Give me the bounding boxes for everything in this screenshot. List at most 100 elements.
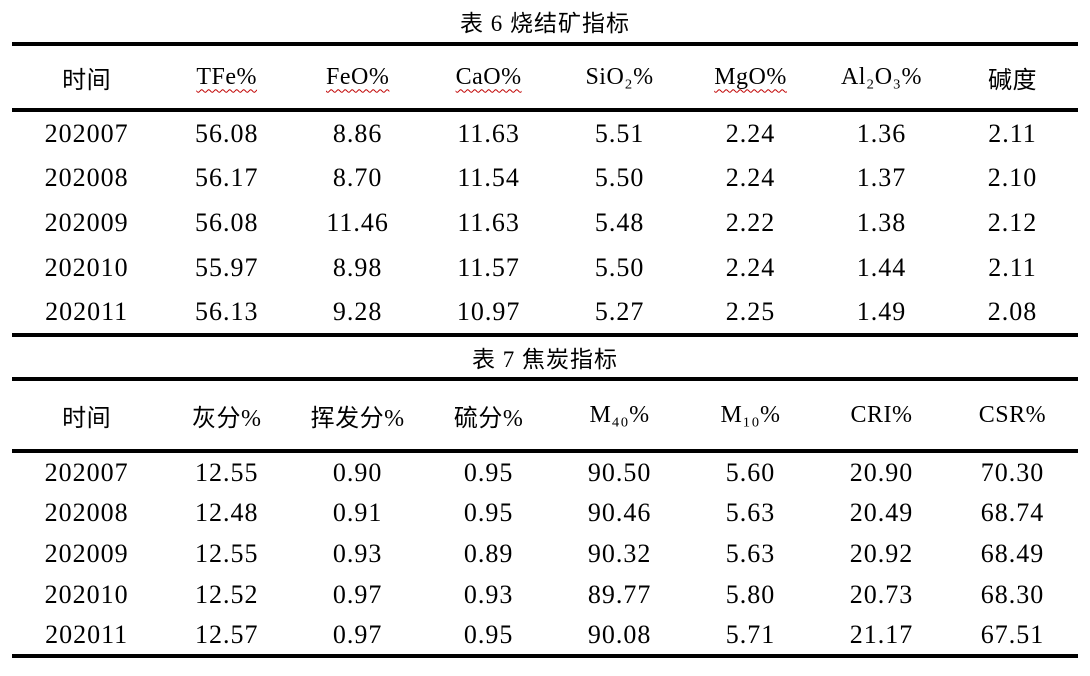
table6-body: 202007 56.08 8.86 11.63 5.51 2.24 1.36 2.11 2020… [12, 110, 1078, 335]
table-cell: 12.52 [194, 579, 259, 609]
table-cell: 11.54 [457, 162, 520, 192]
column-header: SiO₂% [554, 44, 685, 110]
table-row: 202008 56.17 8.70 11.54 5.50 2.24 1.37 2.10 [12, 155, 1078, 200]
table-cell: 1.44 [856, 252, 907, 282]
column-header: 时间 [12, 379, 161, 451]
table-cell: 20.73 [849, 579, 914, 609]
table-cell: 56.17 [194, 162, 259, 192]
column-header-label: FeO% [326, 63, 390, 90]
table-row: 202010 12.52 0.97 0.93 89.77 5.80 20.73 68.30 [12, 574, 1078, 615]
table-cell: 20.92 [849, 538, 914, 568]
table-cell: 5.63 [725, 538, 776, 568]
column-header-label: 灰分% [191, 405, 262, 432]
table-cell: 5.48 [594, 207, 645, 237]
table-cell: 1.49 [856, 296, 907, 326]
column-header: M₁₀% [685, 379, 816, 451]
table-cell: 5.50 [594, 162, 645, 192]
column-header-label: M₄₀% [589, 401, 650, 428]
table-cell: 0.97 [332, 579, 383, 609]
table-cell: 2.10 [987, 162, 1038, 192]
table-cell: 1.37 [856, 162, 907, 192]
table-coke-indicators: 时间 灰分% 挥发分% 硫分% M₄₀% M₁₀% CRI% CSR% 202007 12.55… [12, 377, 1078, 658]
table-cell: 8.98 [332, 252, 383, 282]
column-header: 灰分% [161, 379, 292, 451]
table-cell: 68.74 [980, 497, 1045, 527]
table-cell: 0.90 [332, 457, 383, 487]
column-header-label: MgO% [714, 63, 787, 90]
table-row: 202009 56.08 11.46 11.63 5.48 2.22 1.38 2.12 [12, 200, 1078, 245]
table-cell: 70.30 [980, 457, 1045, 487]
table-cell: 0.89 [463, 538, 514, 568]
table-cell: 0.97 [332, 619, 383, 649]
table-cell: 68.30 [980, 579, 1045, 609]
column-header-label: CRI% [850, 401, 913, 428]
table6-header: 时间 TFe% FeO% CaO% SiO₂% MgO% Al₂O₃% 碱度 [12, 44, 1078, 110]
table-cell: 20.90 [849, 457, 914, 487]
table6-title: 表 6 烧结矿指标 [460, 11, 630, 36]
column-header: 挥发分% [292, 379, 423, 451]
column-header-label: Al₂O₃% [840, 63, 922, 90]
table-cell: 12.57 [194, 619, 259, 649]
column-header-label: CaO% [455, 63, 522, 90]
table-cell: 202008 [44, 162, 129, 192]
table-sinter-indicators: 时间 TFe% FeO% CaO% SiO₂% MgO% Al₂O₃% 碱度 202007 56… [12, 42, 1078, 337]
table-cell: 90.50 [587, 457, 652, 487]
table-cell: 8.70 [332, 162, 383, 192]
column-header: 碱度 [947, 44, 1078, 110]
table-cell: 0.95 [463, 457, 514, 487]
table-cell: 5.63 [725, 497, 776, 527]
table-cell: 20.49 [849, 497, 914, 527]
table-cell: 2.11 [988, 252, 1037, 282]
table-cell: 68.49 [980, 538, 1045, 568]
table-cell: 11.63 [457, 207, 520, 237]
table-row: 202011 12.57 0.97 0.95 90.08 5.71 21.17 67.51 [12, 615, 1078, 656]
document-page: 表 6 烧结矿指标 时间 TFe% FeO% CaO% SiO₂% MgO% Al₂O₃% 碱… [12, 0, 1078, 658]
column-header: CSR% [947, 379, 1078, 451]
column-header: TFe% [161, 44, 292, 110]
table-cell: 11.57 [457, 252, 520, 282]
column-header-label: 挥发分% [310, 405, 405, 432]
table-row: 202007 56.08 8.86 11.63 5.51 2.24 1.36 2.11 [12, 110, 1078, 155]
table-cell: 5.80 [725, 579, 776, 609]
table-cell: 202010 [44, 579, 129, 609]
column-header: Al₂O₃% [816, 44, 947, 110]
table-row: 202010 55.97 8.98 11.57 5.50 2.24 1.44 2.11 [12, 245, 1078, 290]
table-cell: 0.93 [463, 579, 514, 609]
column-header-label: SiO₂% [585, 63, 654, 90]
table-cell: 90.08 [587, 619, 652, 649]
table-row: 202007 12.55 0.90 0.95 90.50 5.60 20.90 70.30 [12, 451, 1078, 492]
table-cell: 202011 [45, 296, 129, 326]
table-cell: 10.97 [456, 296, 521, 326]
table-cell: 5.27 [594, 296, 645, 326]
table-cell: 56.08 [194, 118, 259, 148]
table-cell: 2.24 [725, 162, 776, 192]
table-cell: 2.25 [725, 296, 776, 326]
table-cell: 21.17 [849, 619, 914, 649]
table-cell: 2.24 [725, 252, 776, 282]
column-header-label: M₁₀% [720, 401, 781, 428]
table-row: 202011 56.13 9.28 10.97 5.27 2.25 1.49 2.08 [12, 290, 1078, 335]
column-header-label: 碱度 [987, 67, 1037, 94]
table-cell: 0.91 [332, 497, 383, 527]
table-cell: 2.11 [988, 118, 1037, 148]
table6-header-row: 时间 TFe% FeO% CaO% SiO₂% MgO% Al₂O₃% 碱度 [12, 44, 1078, 110]
table-row: 202009 12.55 0.93 0.89 90.32 5.63 20.92 68.49 [12, 533, 1078, 574]
table-cell: 67.51 [980, 619, 1045, 649]
table-row: 202008 12.48 0.91 0.95 90.46 5.63 20.49 68.74 [12, 492, 1078, 533]
table-cell: 11.46 [326, 207, 389, 237]
table-cell: 202010 [44, 252, 129, 282]
table-cell: 11.63 [457, 118, 520, 148]
table-cell: 202007 [44, 457, 129, 487]
table-cell: 0.95 [463, 619, 514, 649]
column-header: FeO% [292, 44, 423, 110]
table-cell: 202009 [44, 538, 129, 568]
table-cell: 202011 [45, 619, 129, 649]
table-cell: 9.28 [332, 296, 383, 326]
column-header-label: CSR% [978, 401, 1047, 428]
table-cell: 202008 [44, 497, 129, 527]
table-cell: 1.36 [856, 118, 907, 148]
column-header-label: 时间 [62, 67, 112, 94]
table-cell: 0.95 [463, 497, 514, 527]
table-cell: 202009 [44, 207, 129, 237]
table7-header: 时间 灰分% 挥发分% 硫分% M₄₀% M₁₀% CRI% CSR% [12, 379, 1078, 451]
